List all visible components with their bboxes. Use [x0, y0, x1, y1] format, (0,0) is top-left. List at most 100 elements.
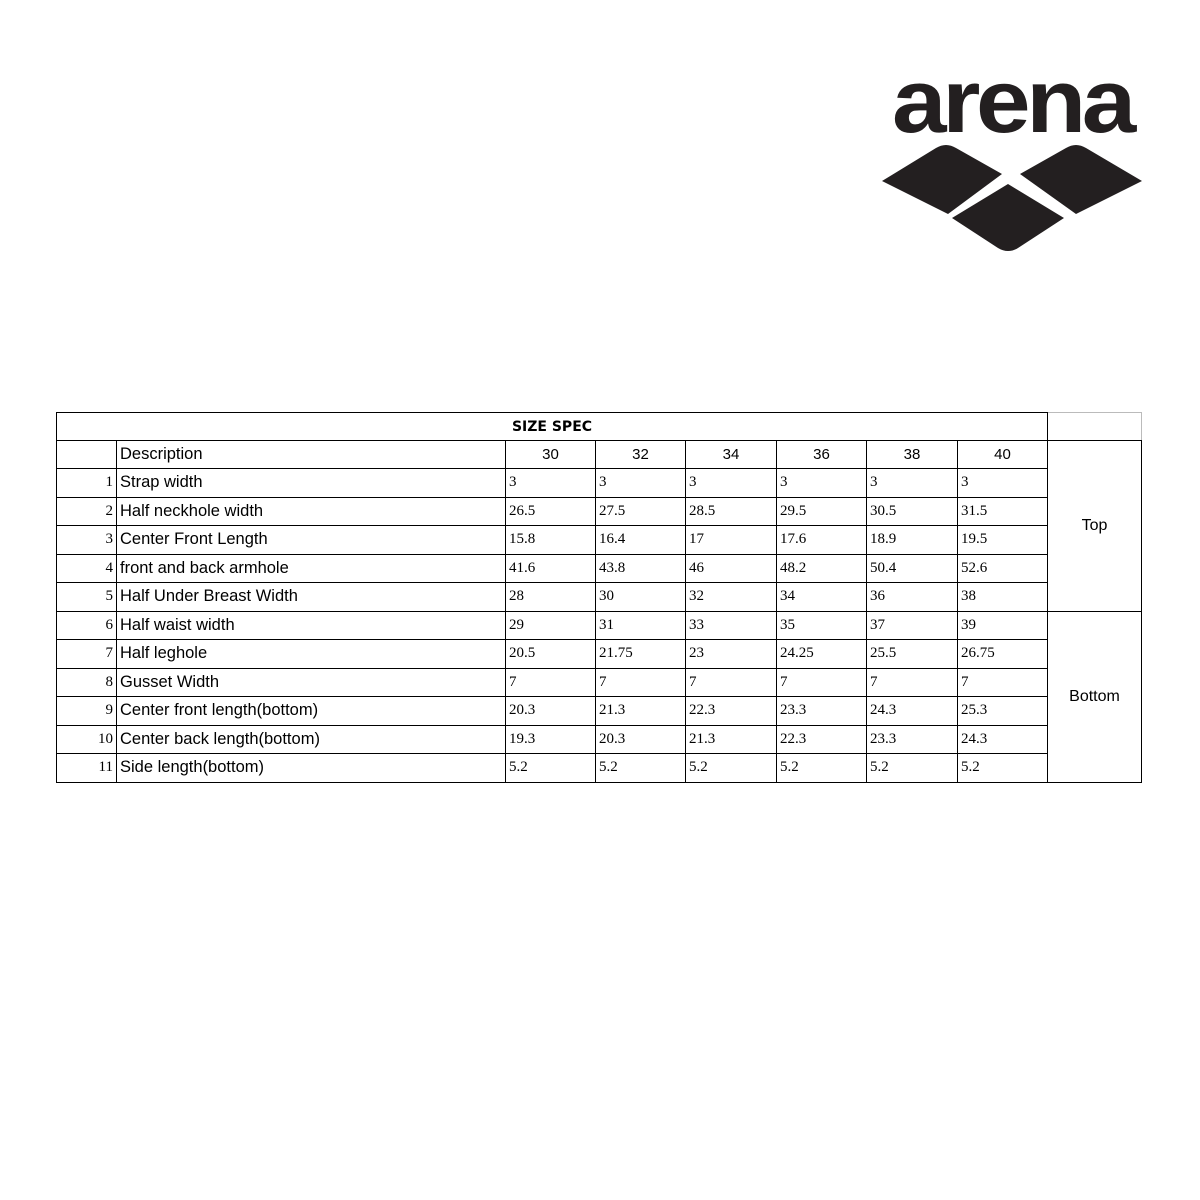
- row-description: Gusset Width: [116, 667, 506, 697]
- size-value: 17: [685, 525, 777, 555]
- size-header: 36: [776, 440, 867, 469]
- size-value: 41.6: [505, 553, 596, 583]
- size-value: 25.5: [866, 639, 958, 669]
- size-value: 29.5: [776, 496, 867, 526]
- size-value: 23: [685, 639, 777, 669]
- row-number: 3: [56, 525, 117, 555]
- size-value: 3: [776, 468, 867, 498]
- row-number: 6: [56, 610, 117, 640]
- svg-text:arena: arena: [892, 60, 1137, 152]
- table-row: 1 Strap width 3 3 3 3 3 3: [56, 468, 1142, 498]
- size-value: 3: [866, 468, 958, 498]
- size-value: 29: [505, 610, 596, 640]
- size-header: 34: [685, 440, 777, 469]
- size-value: 30: [595, 582, 686, 612]
- table-row: 4 front and back armhole 41.6 43.8 46 48.2 50.…: [56, 553, 1142, 583]
- size-value: 3: [957, 468, 1048, 498]
- size-value: 35: [776, 610, 867, 640]
- size-value: 28: [505, 582, 596, 612]
- size-value: 22.3: [776, 724, 867, 754]
- row-description: Half leghole: [116, 639, 506, 669]
- row-description: Center Front Length: [116, 525, 506, 555]
- size-value: 7: [685, 667, 777, 697]
- empty-cell: [1047, 412, 1142, 441]
- row-description: Center back length(bottom): [116, 724, 506, 754]
- table-row: 11 Side length(bottom) 5.2 5.2 5.2 5.2 5.2 5.2: [56, 753, 1142, 783]
- row-description: Half Under Breast Width: [116, 582, 506, 612]
- size-value: 5.2: [685, 753, 777, 783]
- row-number: 8: [56, 667, 117, 697]
- size-value: 39: [957, 610, 1048, 640]
- size-value: 7: [776, 667, 867, 697]
- size-value: 7: [595, 667, 686, 697]
- size-value: 3: [685, 468, 777, 498]
- size-value: 46: [685, 553, 777, 583]
- table-title: SIZE SPEC: [56, 412, 1048, 441]
- size-value: 20.3: [505, 696, 596, 726]
- size-value: 43.8: [595, 553, 686, 583]
- size-value: 5.2: [505, 753, 596, 783]
- size-value: 31.5: [957, 496, 1048, 526]
- size-value: 21.3: [595, 696, 686, 726]
- size-value: 36: [866, 582, 958, 612]
- size-value: 34: [776, 582, 867, 612]
- size-value: 7: [866, 667, 958, 697]
- description-header: Description: [116, 440, 506, 469]
- row-number: 5: [56, 582, 117, 612]
- table-row: 3 Center Front Length 15.8 16.4 17 17.6 18.9 19…: [56, 525, 1142, 555]
- arena-logo: arena: [882, 60, 1142, 251]
- size-value: 22.3: [685, 696, 777, 726]
- table-row: 5 Half Under Breast Width 28 30 32 34 36 38: [56, 582, 1142, 612]
- size-value: 48.2: [776, 553, 867, 583]
- size-value: 25.3: [957, 696, 1048, 726]
- size-value: 33: [685, 610, 777, 640]
- size-value: 30.5: [866, 496, 958, 526]
- size-value: 28.5: [685, 496, 777, 526]
- row-description: Center front length(bottom): [116, 696, 506, 726]
- group-label: Bottom: [1047, 610, 1142, 783]
- size-value: 37: [866, 610, 958, 640]
- size-value: 7: [957, 667, 1048, 697]
- size-value: 5.2: [957, 753, 1048, 783]
- row-number: 2: [56, 496, 117, 526]
- size-value: 5.2: [776, 753, 867, 783]
- empty-cell: [56, 440, 117, 469]
- size-value: 50.4: [866, 553, 958, 583]
- size-value: 24.25: [776, 639, 867, 669]
- size-value: 52.6: [957, 553, 1048, 583]
- size-value: 26.75: [957, 639, 1048, 669]
- table-row: 10 Center back length(bottom) 19.3 20.3 21.3…: [56, 724, 1142, 754]
- size-header: 38: [866, 440, 958, 469]
- size-value: 32: [685, 582, 777, 612]
- size-value: 23.3: [866, 724, 958, 754]
- group-label: Top: [1047, 440, 1142, 612]
- size-value: 5.2: [866, 753, 958, 783]
- table-row: 6 Half waist width 29 31 33 35 37 39 Bottom: [56, 610, 1142, 783]
- size-value: 19.5: [957, 525, 1048, 555]
- row-description: Half neckhole width: [116, 496, 506, 526]
- size-value: 20.5: [505, 639, 596, 669]
- size-header: 40: [957, 440, 1048, 469]
- size-value: 5.2: [595, 753, 686, 783]
- size-value: 19.3: [505, 724, 596, 754]
- table-row: 9 Center front length(bottom) 20.3 21.3 22.3…: [56, 696, 1142, 726]
- size-value: 18.9: [866, 525, 958, 555]
- table-row: 8 Gusset Width 7 7 7 7 7 7: [56, 667, 1142, 697]
- size-value: 16.4: [595, 525, 686, 555]
- size-value: 21.75: [595, 639, 686, 669]
- row-description: Half waist width: [116, 610, 506, 640]
- size-value: 31: [595, 610, 686, 640]
- size-value: 38: [957, 582, 1048, 612]
- size-header: 30: [505, 440, 596, 469]
- size-value: 20.3: [595, 724, 686, 754]
- table-row: 7 Half leghole 20.5 21.75 23 24.25 25.5 26.75: [56, 639, 1142, 669]
- size-value: 17.6: [776, 525, 867, 555]
- size-value: 15.8: [505, 525, 596, 555]
- row-number: 4: [56, 553, 117, 583]
- row-description: Strap width: [116, 468, 506, 498]
- table-row: 2 Half neckhole width 26.5 27.5 28.5 29.5 30.5…: [56, 496, 1142, 526]
- size-value: 7: [505, 667, 596, 697]
- size-value: 27.5: [595, 496, 686, 526]
- row-number: 11: [56, 753, 117, 783]
